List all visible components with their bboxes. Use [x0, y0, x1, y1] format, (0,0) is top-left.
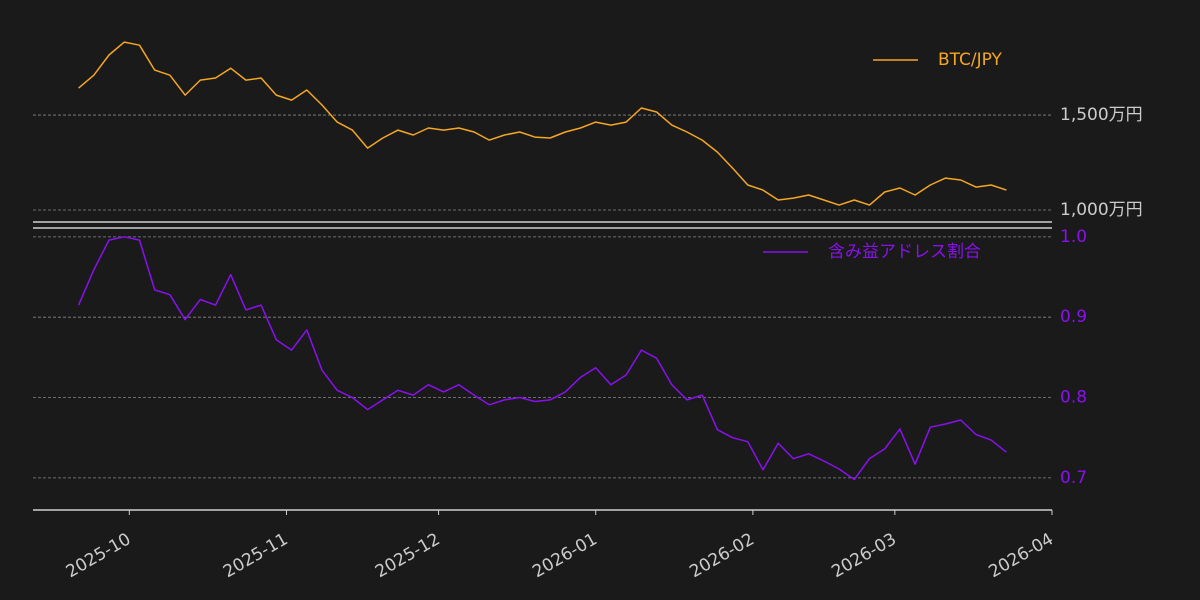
legend-label: 含み益アドレス割合 [828, 242, 981, 262]
series-line [78, 41, 1007, 206]
y-tick-label: 0.8 [1060, 388, 1087, 408]
series-line [77, 236, 1007, 481]
legend-label: BTC/JPY [938, 50, 1003, 70]
y-tick-label: 0.7 [1060, 468, 1087, 488]
y-tick-label: 0.9 [1060, 307, 1087, 327]
y-tick-label: 1,000万円 [1060, 200, 1143, 220]
y-tick-label: 1.0 [1060, 227, 1087, 247]
y-tick-label: 1,500万円 [1060, 105, 1143, 125]
